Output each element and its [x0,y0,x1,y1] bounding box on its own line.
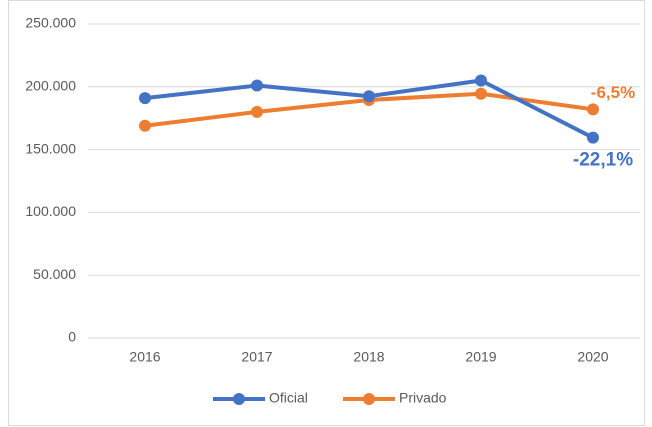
change-label: -6,5% [591,83,635,102]
x-tick-label: 2016 [129,349,160,365]
series-marker [139,92,151,105]
y-tick-label: 200.000 [25,78,76,94]
x-tick-label: 2018 [353,349,384,365]
series-marker [587,103,599,116]
series-marker [139,119,151,132]
legend-label: Privado [399,390,447,406]
y-tick-label: 150.000 [25,140,76,156]
series-marker [475,74,487,87]
change-label: -22,1% [573,150,633,171]
x-tick-label: 2017 [241,349,272,365]
x-tick-label: 2019 [465,349,496,365]
series-marker [587,131,599,144]
legend-marker [233,393,245,405]
legend-marker [363,393,375,405]
y-tick-label: 0 [68,329,76,345]
series-marker [251,79,263,92]
series-marker [363,90,375,103]
chart-border [8,0,645,426]
y-tick-label: 100.000 [25,203,76,219]
y-tick-label: 50.000 [33,266,76,282]
x-tick-label: 2020 [577,349,608,365]
y-tick-label: 250.000 [25,15,76,31]
legend-label: Oficial [269,390,308,406]
series-marker [251,105,263,118]
series-marker [475,87,487,100]
